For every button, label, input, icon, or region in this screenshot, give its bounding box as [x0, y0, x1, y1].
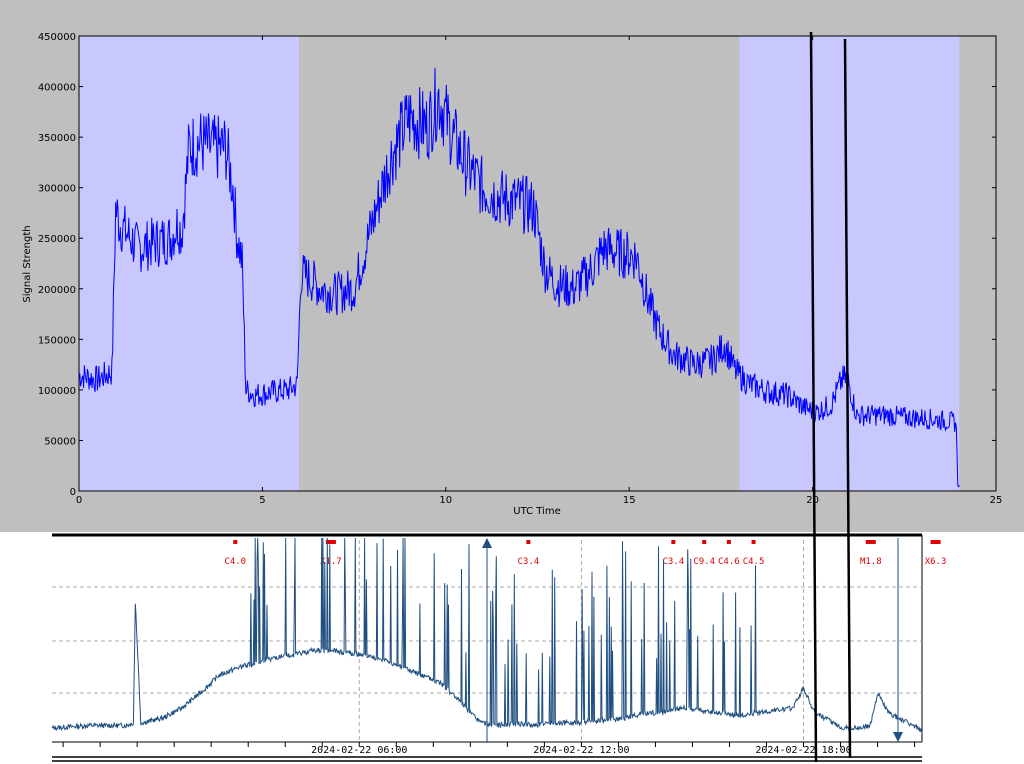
flare-markers: C4.0 X1.7 C3.4 C3.4 C9.4 C4.6 C4.5 M1.8 X6.3 — [224, 540, 946, 567]
y-tick-label-4: 200000 — [38, 285, 76, 296]
flare-marker-0 — [233, 540, 238, 544]
flare-marker-7 — [865, 540, 876, 544]
flare-label-2: C3.4 — [517, 557, 539, 567]
down-arrow-icon — [893, 732, 903, 742]
flare-label-6: C4.5 — [743, 557, 765, 567]
y-tick-label-5: 250000 — [38, 234, 76, 245]
night-shading-group — [79, 36, 960, 491]
x-tick-label-2: 10 — [439, 495, 452, 506]
flare-marker-1 — [325, 540, 336, 544]
x-axis-title: UTC Time — [513, 506, 560, 517]
flare-label-8: X6.3 — [925, 557, 947, 567]
flare-marker-4 — [702, 540, 707, 544]
y-tick-label-8: 400000 — [38, 83, 76, 94]
flare-label-7: M1.8 — [860, 557, 882, 567]
flare-label-1: X1.7 — [320, 557, 342, 567]
x-tick-label-0: 0 — [76, 495, 82, 506]
flare-marker-6 — [751, 540, 756, 544]
flare-label-0: C4.0 — [224, 557, 246, 567]
date-label-1200: 2024-02-22 12:00 — [533, 745, 629, 756]
signal-strength-chart: 0 50000 100000 150000 200000 250000 300000 3500… — [22, 32, 1003, 517]
x-tick-label-5: 25 — [990, 495, 1003, 506]
flare-marker-3 — [671, 540, 676, 544]
bottom-x-ticks — [62, 742, 916, 747]
y-tick-label-2: 100000 — [38, 386, 76, 397]
y-tick-label-6: 300000 — [38, 184, 76, 195]
flare-label-3: C3.4 — [662, 557, 684, 567]
flare-marker-8 — [930, 540, 941, 544]
y-axis-title: Signal Strength — [22, 225, 33, 302]
y-tick-label-3: 150000 — [38, 335, 76, 346]
date-label-0600: 2024-02-22 06:00 — [311, 745, 407, 756]
flare-marker-2 — [526, 540, 531, 544]
y-tick-label-7: 350000 — [38, 133, 76, 144]
y-axis-ticks: 0 50000 100000 150000 200000 250000 300000 3500… — [38, 32, 996, 498]
date-label-1800: 2024-02-22 18:00 — [755, 745, 851, 756]
up-arrow-icon — [482, 538, 492, 548]
x-tick-label-3: 15 — [623, 495, 636, 506]
flare-label-4: C9.4 — [693, 557, 715, 567]
goes-xray-flux-chart: C4.0 X1.7 C3.4 C3.4 C9.4 C4.6 C4.5 M1.8 X6.3 202… — [0, 532, 1024, 764]
arrows-group — [482, 538, 903, 742]
y-tick-label-1: 50000 — [44, 436, 76, 447]
flare-marker-5 — [726, 540, 731, 544]
flare-label-5: C4.6 — [718, 557, 740, 567]
y-tick-label-0: 0 — [70, 487, 76, 498]
y-tick-label-9: 450000 — [38, 32, 76, 43]
night-shade-0 — [79, 36, 300, 491]
x-tick-label-4: 20 — [806, 495, 819, 506]
x-tick-label-1: 5 — [259, 495, 265, 506]
plot-frame — [78, 35, 997, 492]
